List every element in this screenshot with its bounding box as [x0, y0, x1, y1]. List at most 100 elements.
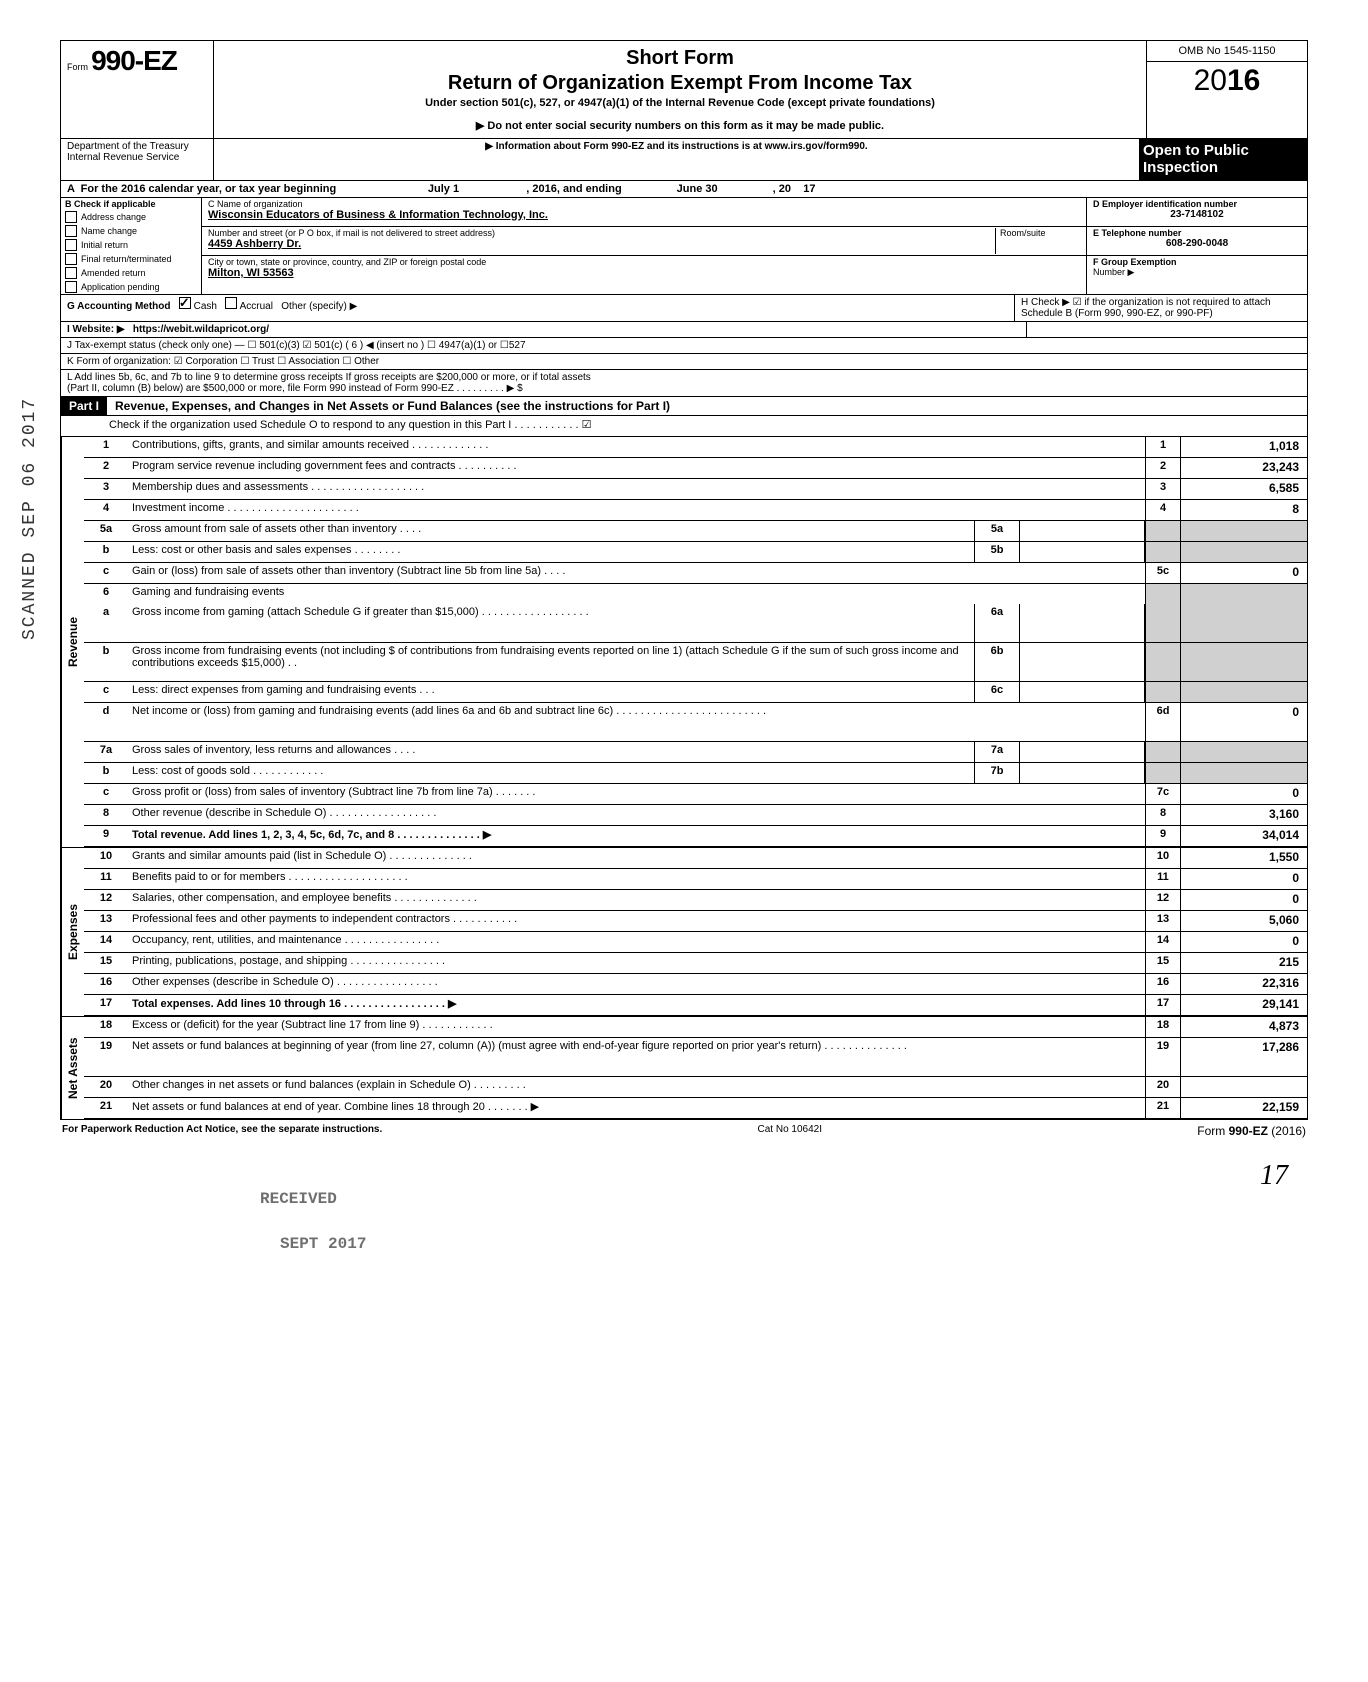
final-line-number: 1: [1145, 437, 1180, 457]
final-line-number: 6d: [1145, 703, 1180, 741]
final-line-value: 22,159: [1180, 1098, 1307, 1118]
final-line-value: 215: [1180, 953, 1307, 973]
final-line-value: 34,014: [1180, 826, 1307, 846]
chk-address-change[interactable]: Address change: [61, 210, 201, 224]
line-number: a: [84, 604, 128, 642]
addr-label: Number and street (or P O box, if mail i…: [208, 228, 995, 238]
org-name-row: C Name of organization Wisconsin Educato…: [202, 198, 1086, 227]
scanned-stamp: SCANNED SEP 06 2017: [20, 397, 40, 640]
chk-label: Application pending: [81, 282, 160, 292]
line-description: Excess or (deficit) for the year (Subtra…: [128, 1017, 1145, 1037]
line-number: 13: [84, 911, 128, 931]
checkbox-icon: [65, 239, 77, 251]
addr-value: 4459 Ashberry Dr.: [208, 238, 995, 250]
line-description: Gross amount from sale of assets other t…: [128, 521, 974, 541]
line-description: Total revenue. Add lines 1, 2, 3, 4, 5c,…: [128, 826, 1145, 846]
row-gh: G Accounting Method Cash Accrual Other (…: [61, 295, 1307, 322]
footer-right: Form 990-EZ (2016): [1197, 1124, 1306, 1138]
chk-cash[interactable]: [179, 297, 191, 309]
part1-check-desc: Check if the organization used Schedule …: [105, 416, 1307, 436]
final-line-number: [1145, 542, 1180, 562]
line-description: Net assets or fund balances at end of ye…: [128, 1098, 1145, 1118]
final-line-number: [1145, 763, 1180, 783]
form-990ez: Form 990-EZ Short Form Return of Organiz…: [60, 40, 1308, 1120]
line-number: 11: [84, 869, 128, 889]
final-line-number: [1145, 584, 1180, 604]
received-stamp-1: RECEIVED: [260, 1190, 337, 1208]
line-number: 3: [84, 479, 128, 499]
line-row: 1Contributions, gifts, grants, and simil…: [84, 437, 1307, 458]
ein-label: D Employer identification number: [1093, 199, 1301, 209]
final-line-number: [1145, 604, 1180, 642]
line-description: Total expenses. Add lines 10 through 16 …: [128, 995, 1145, 1015]
g-label: G Accounting Method: [67, 301, 171, 312]
line-row: dNet income or (loss) from gaming and fu…: [84, 703, 1307, 742]
line-description: Net assets or fund balances at beginning…: [128, 1038, 1145, 1076]
line-row: 12Salaries, other compensation, and empl…: [84, 890, 1307, 911]
final-line-value: 8: [1180, 500, 1307, 520]
col-d-numbers: D Employer identification number 23-7148…: [1087, 198, 1307, 294]
chk-application-pending[interactable]: Application pending: [61, 280, 201, 294]
line-description: Salaries, other compensation, and employ…: [128, 890, 1145, 910]
line-number: c: [84, 563, 128, 583]
chk-final-return[interactable]: Final return/terminated: [61, 252, 201, 266]
final-line-value: 5,060: [1180, 911, 1307, 931]
final-line-number: 18: [1145, 1017, 1180, 1037]
chk-amended[interactable]: Amended return: [61, 266, 201, 280]
row-h-cont: [1026, 322, 1307, 337]
omb-number: OMB No 1545-1150: [1147, 41, 1307, 62]
line-description: Less: direct expenses from gaming and fu…: [128, 682, 974, 702]
line-number: 7a: [84, 742, 128, 762]
final-line-number: 8: [1145, 805, 1180, 825]
line-row: 20Other changes in net assets or fund ba…: [84, 1077, 1307, 1098]
line-row: 6Gaming and fundraising events: [84, 584, 1307, 604]
line-row: 18Excess or (deficit) for the year (Subt…: [84, 1017, 1307, 1038]
sub-line-value: [1020, 742, 1145, 762]
line-row: 5aGross amount from sale of assets other…: [84, 521, 1307, 542]
line-description: Less: cost of goods sold . . . . . . . .…: [128, 763, 974, 783]
sub-line-value: [1020, 604, 1145, 642]
part1-title: Revenue, Expenses, and Changes in Net As…: [107, 399, 670, 413]
chk-initial-return[interactable]: Initial return: [61, 238, 201, 252]
other-label: Other (specify) ▶: [281, 301, 357, 312]
final-line-number: 9: [1145, 826, 1180, 846]
chk-name-change[interactable]: Name change: [61, 224, 201, 238]
line-row: bLess: cost of goods sold . . . . . . . …: [84, 763, 1307, 784]
part1-header: Part I Revenue, Expenses, and Changes in…: [61, 397, 1307, 416]
org-name-value: Wisconsin Educators of Business & Inform…: [208, 209, 1080, 221]
city-label: City or town, state or province, country…: [208, 257, 1080, 267]
final-line-number: 13: [1145, 911, 1180, 931]
header-center: Short Form Return of Organization Exempt…: [214, 41, 1146, 138]
line-row: 8Other revenue (describe in Schedule O) …: [84, 805, 1307, 826]
line-description: Professional fees and other payments to …: [128, 911, 1145, 931]
line-row: bGross income from fundraising events (n…: [84, 643, 1307, 682]
chk-accrual[interactable]: [225, 297, 237, 309]
line-row: 17Total expenses. Add lines 10 through 1…: [84, 995, 1307, 1016]
open-public-1: Open to Public: [1143, 143, 1303, 160]
final-line-value: [1180, 643, 1307, 681]
checkbox-icon: [65, 281, 77, 293]
final-line-number: 7c: [1145, 784, 1180, 804]
line-description: Grants and similar amounts paid (list in…: [128, 848, 1145, 868]
line-row: 21Net assets or fund balances at end of …: [84, 1098, 1307, 1119]
ein-value: 23-7148102: [1093, 209, 1301, 220]
dept-label: Department of the Treasury Internal Reve…: [61, 139, 214, 180]
final-line-value: [1180, 682, 1307, 702]
info-notice: ▶ Information about Form 990-EZ and its …: [214, 139, 1139, 180]
expense-rows: 10Grants and similar amounts paid (list …: [84, 848, 1307, 1016]
final-line-value: 0: [1180, 869, 1307, 889]
line-number: 4: [84, 500, 128, 520]
line-row: aGross income from gaming (attach Schedu…: [84, 604, 1307, 643]
city-row: City or town, state or province, country…: [202, 256, 1086, 284]
addr-row: Number and street (or P O box, if mail i…: [202, 227, 1086, 256]
line-description: Gross profit or (loss) from sales of inv…: [128, 784, 1145, 804]
line-number: 14: [84, 932, 128, 952]
footer-right-prefix: Form: [1197, 1124, 1228, 1138]
org-name-label: C Name of organization: [208, 199, 1080, 209]
final-line-value: [1180, 542, 1307, 562]
line-row: 15Printing, publications, postage, and s…: [84, 953, 1307, 974]
footer-left: For Paperwork Reduction Act Notice, see …: [62, 1124, 382, 1138]
form-number: 990-EZ: [91, 45, 177, 76]
header: Form 990-EZ Short Form Return of Organiz…: [61, 41, 1307, 139]
part1-label: Part I: [61, 397, 107, 415]
